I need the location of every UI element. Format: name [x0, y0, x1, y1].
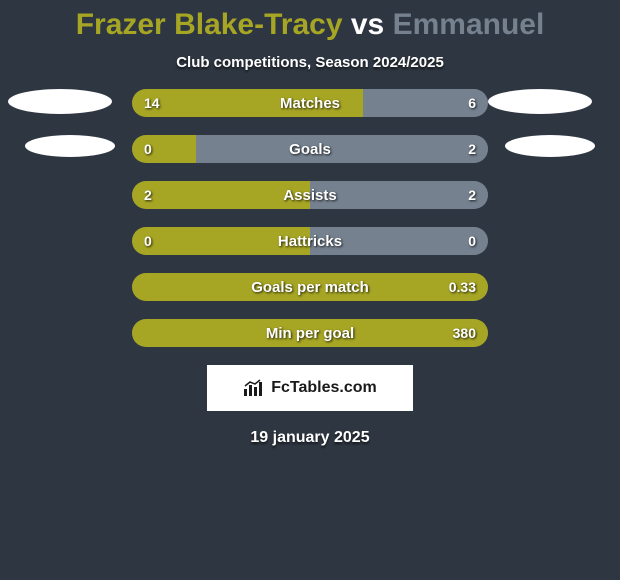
title-player1: Frazer Blake-Tracy	[76, 8, 343, 41]
title-player2: Emmanuel	[393, 8, 545, 41]
stat-row: 146Matches	[132, 89, 488, 117]
stat-row: 02Goals	[132, 135, 488, 163]
title-vs: vs	[351, 8, 384, 41]
left-ellipse	[25, 135, 115, 157]
footer-badge: FcTables.com	[207, 365, 413, 411]
stat-row: 0.33Goals per match	[132, 273, 488, 301]
left-ellipse	[8, 89, 112, 114]
stat-label: Hattricks	[132, 227, 488, 255]
comparison-title: Frazer Blake-Tracy vs Emmanuel	[0, 0, 620, 46]
stat-label: Assists	[132, 181, 488, 209]
chart-area: 146Matches 02Goals 22Assists 00Hattricks 0.3…	[0, 89, 620, 347]
chart-icon	[243, 379, 265, 397]
right-ellipse	[505, 135, 595, 157]
right-ellipse	[488, 89, 592, 114]
stat-label: Goals per match	[132, 273, 488, 301]
subtitle: Club competitions, Season 2024/2025	[0, 54, 620, 71]
stat-row: 00Hattricks	[132, 227, 488, 255]
stat-row: 380Min per goal	[132, 319, 488, 347]
stat-label: Matches	[132, 89, 488, 117]
stat-row: 22Assists	[132, 181, 488, 209]
footer-site-text: FcTables.com	[271, 379, 377, 397]
stat-label: Min per goal	[132, 319, 488, 347]
date-text: 19 january 2025	[0, 429, 620, 447]
stat-label: Goals	[132, 135, 488, 163]
